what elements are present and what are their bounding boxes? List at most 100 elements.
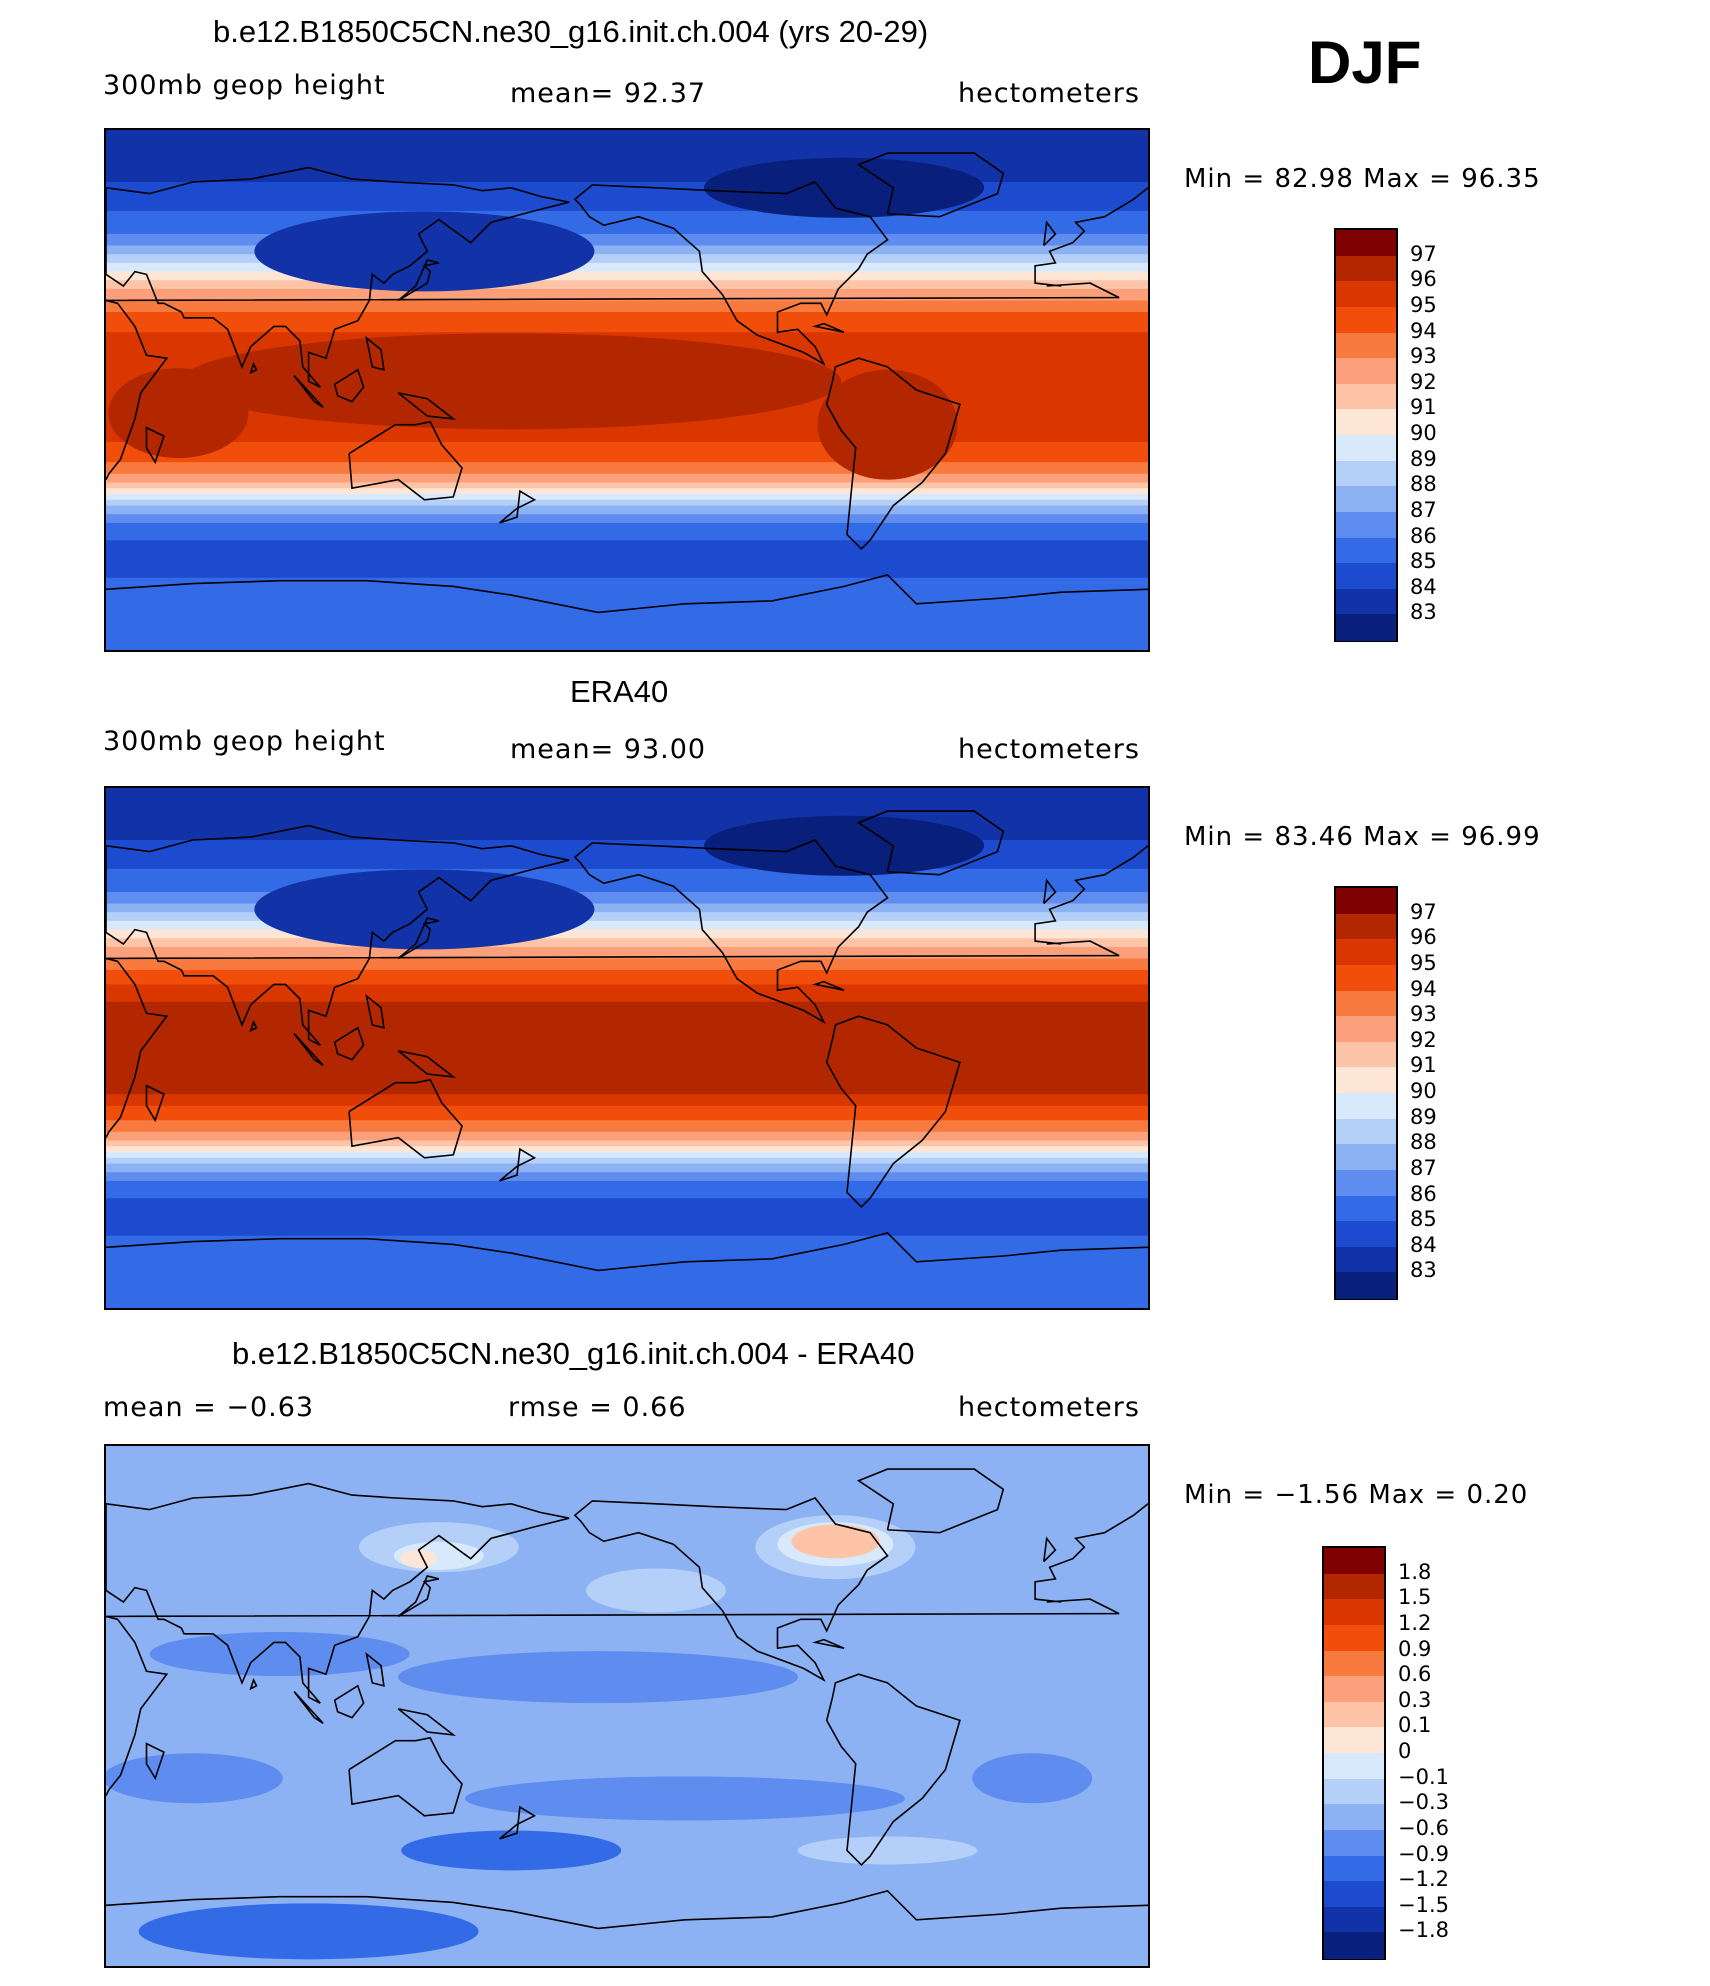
variable-label: 300mb geop height — [103, 70, 386, 101]
colorbar-swatch — [1336, 460, 1396, 488]
colorbar-swatch — [1324, 1881, 1384, 1909]
contour-band — [106, 1152, 1148, 1159]
colorbar-tick-label: −1.8 — [1398, 1918, 1449, 1943]
coastline — [293, 1691, 324, 1724]
colorbar-tick-label: 1.5 — [1398, 1585, 1432, 1610]
colorbar-tick-label: 93 — [1410, 1002, 1437, 1027]
colorbar-tick-label: 86 — [1410, 1181, 1437, 1206]
colorbar-swatch — [1336, 1016, 1396, 1044]
colorbar — [1334, 228, 1398, 642]
colorbar-tick-label: 86 — [1410, 523, 1437, 548]
colorbar-swatch — [1336, 511, 1396, 539]
colorbar-swatch — [1336, 1246, 1396, 1274]
coastline — [106, 1232, 1148, 1272]
contour-band — [106, 1146, 1148, 1153]
contour-blob — [398, 1651, 799, 1704]
colorbar-tick-label: 88 — [1410, 472, 1437, 497]
colorbar-tick-label: 85 — [1410, 1207, 1437, 1232]
coastline — [348, 1736, 463, 1817]
contour-band — [106, 245, 1148, 256]
variable-label: 300mb geop height — [103, 726, 386, 757]
tropical-max — [817, 369, 958, 480]
coastline — [856, 1468, 1005, 1534]
colorbar-swatch — [1336, 913, 1396, 941]
colorbar-tick-label: 1.8 — [1398, 1559, 1432, 1584]
contour-blob — [138, 1903, 479, 1960]
colorbar-swatch — [1336, 588, 1396, 616]
units-label: hectometers — [958, 78, 1140, 109]
contour-band — [106, 577, 1148, 650]
min-max-label: Min = 82.98 Max = 96.35 — [1184, 164, 1541, 194]
colorbar-swatch — [1336, 537, 1396, 565]
colorbar-swatch — [1336, 563, 1396, 591]
coastline — [106, 940, 1120, 960]
colorbar-tick-label: 94 — [1410, 318, 1437, 343]
min-max-label: Min = 83.46 Max = 96.99 — [1184, 822, 1541, 852]
colorbar-swatch — [1336, 1221, 1396, 1249]
coastline — [397, 1708, 457, 1737]
colorbar-tick-label: −0.9 — [1398, 1841, 1449, 1866]
coastline — [856, 152, 1005, 218]
coastline — [333, 1026, 365, 1061]
coastline — [573, 181, 889, 367]
contour-band — [106, 788, 1148, 841]
colorbar-swatch — [1336, 255, 1396, 283]
coastline — [348, 1078, 463, 1159]
colorbar-tick-label: 92 — [1410, 1027, 1437, 1052]
contour-blob — [400, 1549, 437, 1568]
contour-band — [106, 1157, 1148, 1165]
contour-band — [106, 1446, 1148, 1966]
contour-band — [106, 130, 1148, 183]
contour-band — [106, 868, 1148, 893]
contour-band — [106, 958, 1148, 971]
tropical-max — [108, 368, 249, 459]
colorbar-tick-label: 1.2 — [1398, 1610, 1432, 1635]
colorbar-swatch — [1336, 1041, 1396, 1069]
colorbar-tick-label: 88 — [1410, 1130, 1437, 1155]
coastline — [811, 1638, 845, 1649]
contour-blob — [401, 1830, 622, 1871]
colorbar-tick-label: −0.1 — [1398, 1764, 1449, 1789]
colorbar-swatch — [1336, 939, 1396, 967]
coastline — [293, 1033, 324, 1066]
colorbar-tick-label: −1.2 — [1398, 1867, 1449, 1892]
coastline — [106, 299, 169, 480]
colorbar — [1322, 1546, 1386, 1960]
contour-band — [106, 1172, 1148, 1182]
coastline — [249, 1677, 258, 1691]
trough — [254, 211, 595, 292]
coastline — [397, 1575, 440, 1618]
coastline — [1043, 1536, 1057, 1563]
contour-band — [106, 540, 1148, 579]
contour-band — [106, 462, 1148, 475]
colorbar-swatch — [1324, 1727, 1384, 1755]
colorbar-swatch — [1324, 1701, 1384, 1729]
contour-band — [106, 920, 1148, 931]
colorbar-tick-label: 0.1 — [1398, 1713, 1432, 1738]
colorbar-swatch — [1324, 1599, 1384, 1627]
colorbar-swatch — [1336, 1067, 1396, 1095]
contour-band — [106, 938, 1148, 948]
trough — [704, 157, 985, 218]
diff-mean-label: mean = −0.63 — [103, 1392, 315, 1423]
units-label: hectometers — [958, 1392, 1140, 1423]
contour-band — [106, 929, 1148, 940]
coastline — [106, 957, 169, 1138]
contour-band — [106, 514, 1148, 524]
panel-title: ERA40 — [570, 674, 669, 709]
coastline — [397, 259, 440, 302]
min-max-label: Min = −1.56 Max = 0.20 — [1184, 1480, 1529, 1510]
mean-label: mean= 92.37 — [510, 78, 707, 109]
colorbar-swatch — [1324, 1932, 1384, 1959]
colorbar-swatch — [1336, 358, 1396, 386]
tropical-max — [181, 333, 842, 430]
coastline — [825, 1673, 961, 1867]
map-svg — [106, 1446, 1148, 1966]
coastline — [333, 368, 365, 403]
coastline — [145, 1742, 165, 1781]
colorbar-swatch — [1336, 486, 1396, 514]
obs-map — [104, 786, 1150, 1310]
units-label: hectometers — [958, 734, 1140, 765]
coastline — [397, 917, 440, 960]
contour-band — [106, 1131, 1148, 1142]
